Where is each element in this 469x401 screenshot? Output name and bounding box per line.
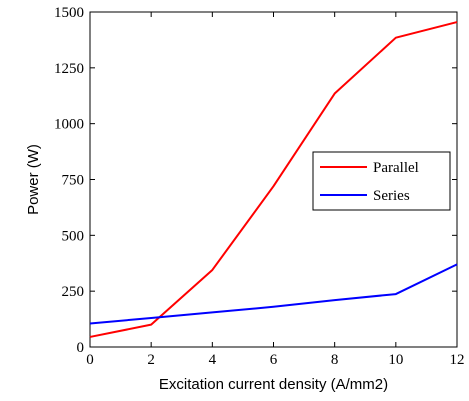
series-line-series (89, 263, 458, 325)
x-tick-label: 8 (331, 352, 339, 368)
x-tick-label: 6 (270, 352, 278, 368)
y-tick-label: 1250 (54, 61, 84, 77)
x-tick-label: 12 (450, 352, 465, 368)
x-tick-label: 4 (209, 352, 217, 368)
x-tick-label: 10 (388, 352, 403, 368)
legend: Parallel Series (312, 151, 451, 211)
y-tick-label: 500 (62, 228, 85, 244)
y-tick-label: 1000 (54, 117, 84, 133)
y-tick-label: 250 (62, 284, 85, 300)
x-axis: 0 2 4 6 8 10 12 (86, 12, 465, 368)
y-axis-title: Power (W) (25, 144, 42, 215)
series-line-parallel (89, 21, 458, 338)
legend-label-series: Series (373, 188, 410, 204)
x-axis-title: Excitation current density (A/mm2) (159, 376, 388, 393)
x-tick-label: 0 (86, 352, 94, 368)
y-tick-label: 0 (77, 340, 85, 356)
y-tick-label: 1500 (54, 5, 84, 21)
legend-label-parallel: Parallel (373, 160, 419, 176)
y-axis: 0 250 500 750 1000 1250 1500 (54, 5, 457, 356)
x-tick-label: 2 (147, 352, 155, 368)
legend-box (312, 151, 451, 211)
y-tick-label: 750 (62, 173, 85, 189)
series-lines (89, 21, 458, 338)
